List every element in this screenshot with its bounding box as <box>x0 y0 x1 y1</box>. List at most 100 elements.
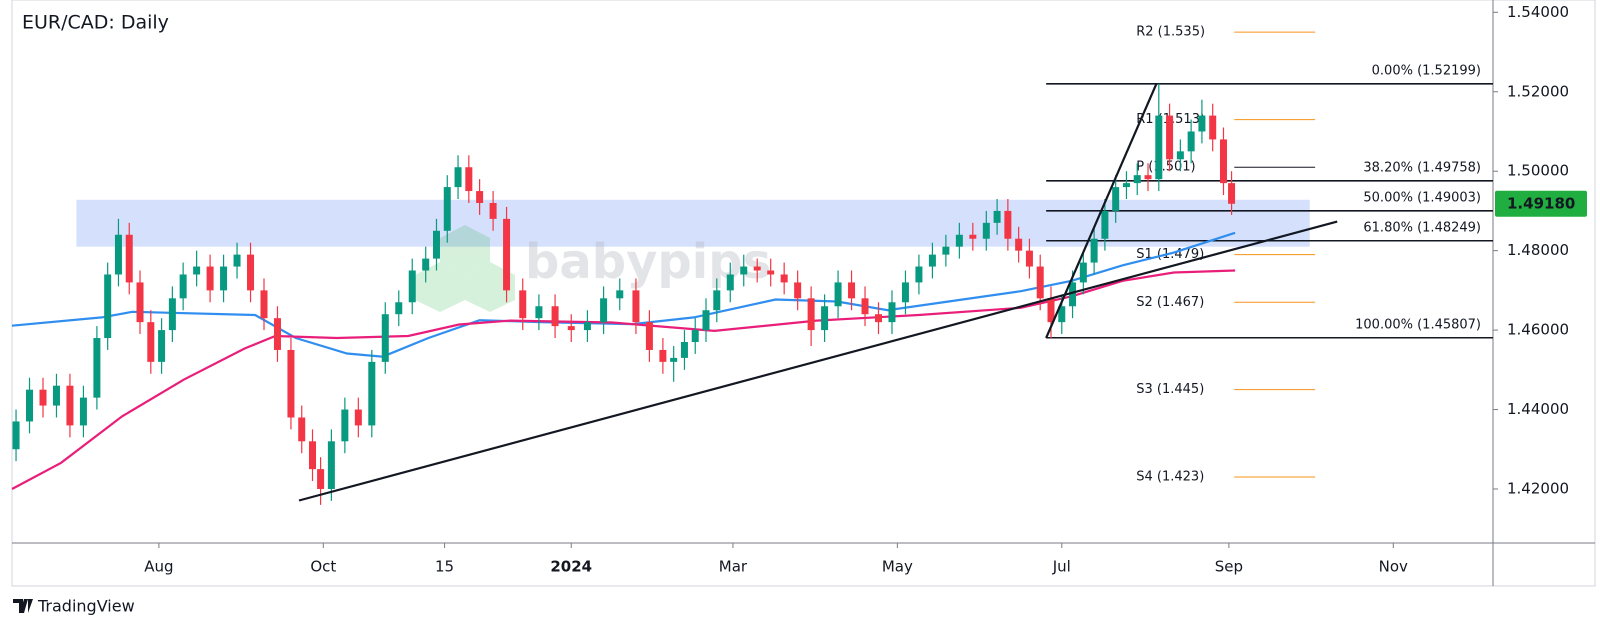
x-tick-label: May <box>882 558 913 576</box>
candle-body <box>888 302 896 323</box>
candle-body <box>179 274 187 299</box>
fib-label: 100.00% (1.45807) <box>1355 317 1481 332</box>
candle-body <box>12 421 20 450</box>
logo-hex <box>440 225 490 275</box>
candle-body <box>993 210 1001 223</box>
candle-body <box>52 385 60 406</box>
candle-body <box>273 318 281 350</box>
candle-body <box>942 246 950 255</box>
candle-body <box>1198 115 1206 132</box>
candle-body <box>1144 175 1152 180</box>
fib-label: 50.00% (1.49003) <box>1363 190 1481 205</box>
y-tick-label: 1.44000 <box>1507 400 1569 418</box>
candle-body <box>395 302 403 315</box>
candle-body <box>726 274 734 291</box>
candle-body <box>928 254 936 267</box>
candle-body <box>1219 139 1227 184</box>
chart-frame <box>11 0 1596 587</box>
x-tick-label: Sep <box>1215 558 1243 576</box>
fib-label: 0.00% (1.52199) <box>1372 63 1481 78</box>
candle-body <box>354 409 362 426</box>
candle-body <box>39 389 47 406</box>
branding: TradingView <box>13 597 135 616</box>
plot-layer: 0.00% (1.52199) 38.20% (1.49758) 50.00% (1… <box>11 25 1493 505</box>
candle-body <box>1133 175 1141 184</box>
candle-body <box>861 298 869 315</box>
candle-body <box>465 167 473 192</box>
candle-body <box>1047 298 1055 323</box>
candle-body <box>1015 238 1023 251</box>
candle-body <box>848 282 856 299</box>
pivot-label: R2 (1.535) <box>1136 25 1205 40</box>
chart-title: EUR/CAD: Daily <box>22 12 169 34</box>
pivot-label: S3 (1.445) <box>1136 382 1204 397</box>
candle-body <box>1058 306 1066 323</box>
candle-body <box>713 290 721 311</box>
candle-body <box>645 322 653 350</box>
candle-body <box>680 342 688 358</box>
candle-body <box>915 266 923 283</box>
candle-body <box>1036 266 1044 299</box>
logo-hex <box>465 262 515 312</box>
y-tick-label: 1.50000 <box>1507 162 1569 180</box>
watermark: babypips <box>525 234 771 290</box>
candle-body <box>287 349 295 418</box>
candle-body <box>260 290 268 319</box>
candle-body <box>659 349 667 362</box>
candle-body <box>794 282 802 299</box>
candle-body <box>381 314 389 362</box>
candle-body <box>233 254 241 267</box>
x-tick-label: Jul <box>1052 558 1071 576</box>
candle-body <box>551 306 559 327</box>
candle-body <box>535 306 543 319</box>
candle-body <box>1228 183 1236 204</box>
candle-body <box>476 191 484 203</box>
candle-body <box>767 270 775 275</box>
candle-body <box>1069 282 1077 307</box>
y-tick-label: 1.52000 <box>1507 82 1569 100</box>
x-tick-label: Mar <box>719 558 748 576</box>
branding-text: TradingView <box>37 597 135 616</box>
branding-logo <box>13 599 33 613</box>
candle-body <box>1166 115 1174 160</box>
candle-body <box>969 234 977 239</box>
pivot-label: S4 (1.423) <box>1136 470 1204 485</box>
candle-body <box>691 330 699 343</box>
candle-body <box>317 469 325 489</box>
candle-body <box>422 258 430 271</box>
candle-body <box>567 326 575 331</box>
x-tick-label: Oct <box>310 558 336 576</box>
candle-body <box>807 298 815 331</box>
candle-body <box>982 222 990 239</box>
candle-body <box>432 230 440 259</box>
candle-body <box>874 314 882 323</box>
candle-body <box>454 167 462 188</box>
candle-body <box>66 385 74 426</box>
candle-body <box>1187 131 1195 152</box>
fib-label: 38.20% (1.49758) <box>1363 160 1481 175</box>
candle-body <box>79 397 87 426</box>
x-tick-label: 2024 <box>550 558 592 576</box>
candle-body <box>670 357 678 362</box>
candle-body <box>93 338 101 398</box>
candle-body <box>408 270 416 303</box>
candle-body <box>298 417 306 442</box>
candle-body <box>193 266 201 275</box>
last-price-tag <box>1495 190 1587 217</box>
candle-body <box>1025 250 1033 267</box>
candle-body <box>821 306 829 331</box>
pivot-label: P (1.501) <box>1136 160 1195 175</box>
candle-body <box>616 290 624 299</box>
candle-body <box>740 266 748 275</box>
x-tick-label: Aug <box>144 558 173 576</box>
x-tick-label: 15 <box>435 558 454 576</box>
candle-body <box>1209 115 1217 140</box>
candle-body <box>247 254 255 291</box>
candle-body <box>368 361 376 426</box>
candle-body <box>753 266 761 271</box>
candle-body <box>114 234 122 275</box>
candle-body <box>443 187 451 231</box>
candle-body <box>702 310 710 331</box>
candle-body <box>1101 210 1109 239</box>
